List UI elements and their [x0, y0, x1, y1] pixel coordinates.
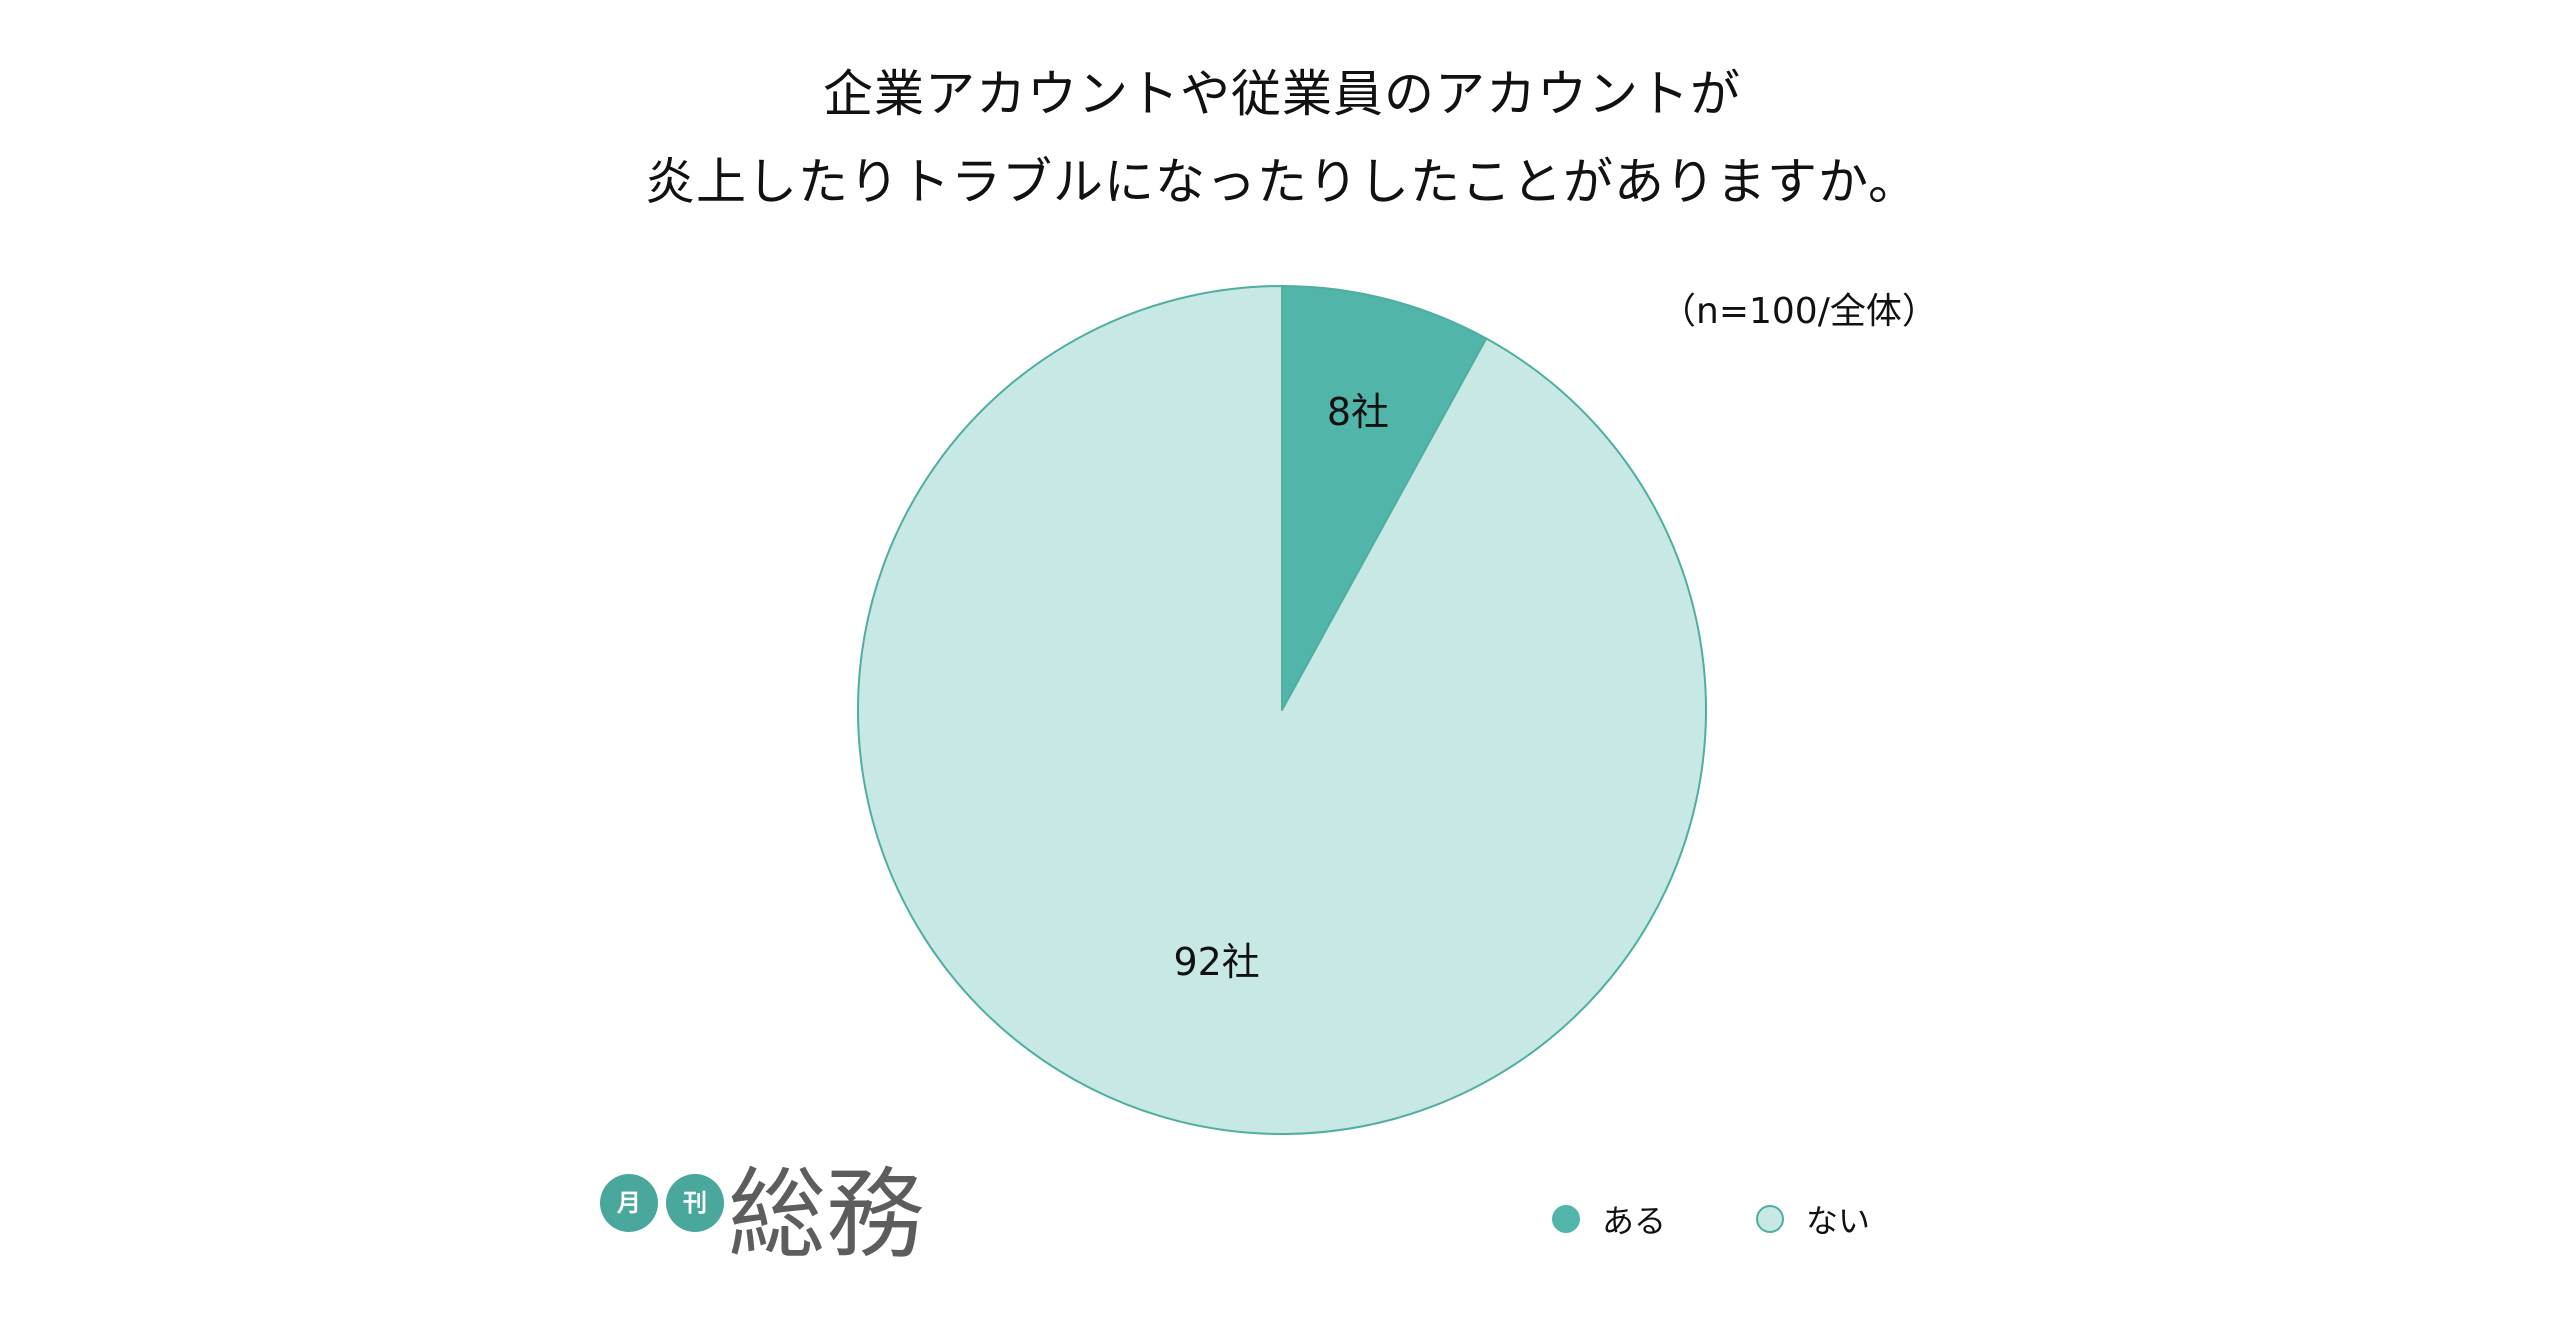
- pie-slice-aru: [1281, 285, 1488, 711]
- legend-item-aru: ある: [1552, 1196, 1666, 1242]
- legend-label-aru: ある: [1602, 1202, 1667, 1240]
- legend-swatch-aru: [1552, 1205, 1580, 1233]
- data-label-nai: 92社: [1173, 940, 1259, 984]
- chart-title-line-1: 企業アカウントや従業員のアカウントが: [823, 65, 1741, 123]
- legend-item-nai: ない: [1756, 1196, 1870, 1242]
- sample-size-note: （n=100/全体）: [1660, 291, 1938, 332]
- pie-slice-nai: [857, 285, 1707, 1135]
- logo-badge-month: 月: [600, 1174, 658, 1232]
- legend-label-nai: ない: [1806, 1202, 1871, 1240]
- publisher-logo: 月 刊 総務: [600, 1160, 924, 1280]
- data-label-aru: 8社: [1327, 390, 1389, 434]
- logo-wordmark: 総務: [728, 1158, 925, 1272]
- chart-title-line-2: 炎上したりトラブルになったりしたことがありますか。: [645, 153, 1919, 211]
- logo-badge-publication: 刊: [666, 1174, 724, 1232]
- chart-title: 企業アカウントや従業員のアカウントが 炎上したりトラブルになったりしたことがあり…: [0, 50, 2564, 226]
- legend-swatch-nai: [1756, 1205, 1784, 1233]
